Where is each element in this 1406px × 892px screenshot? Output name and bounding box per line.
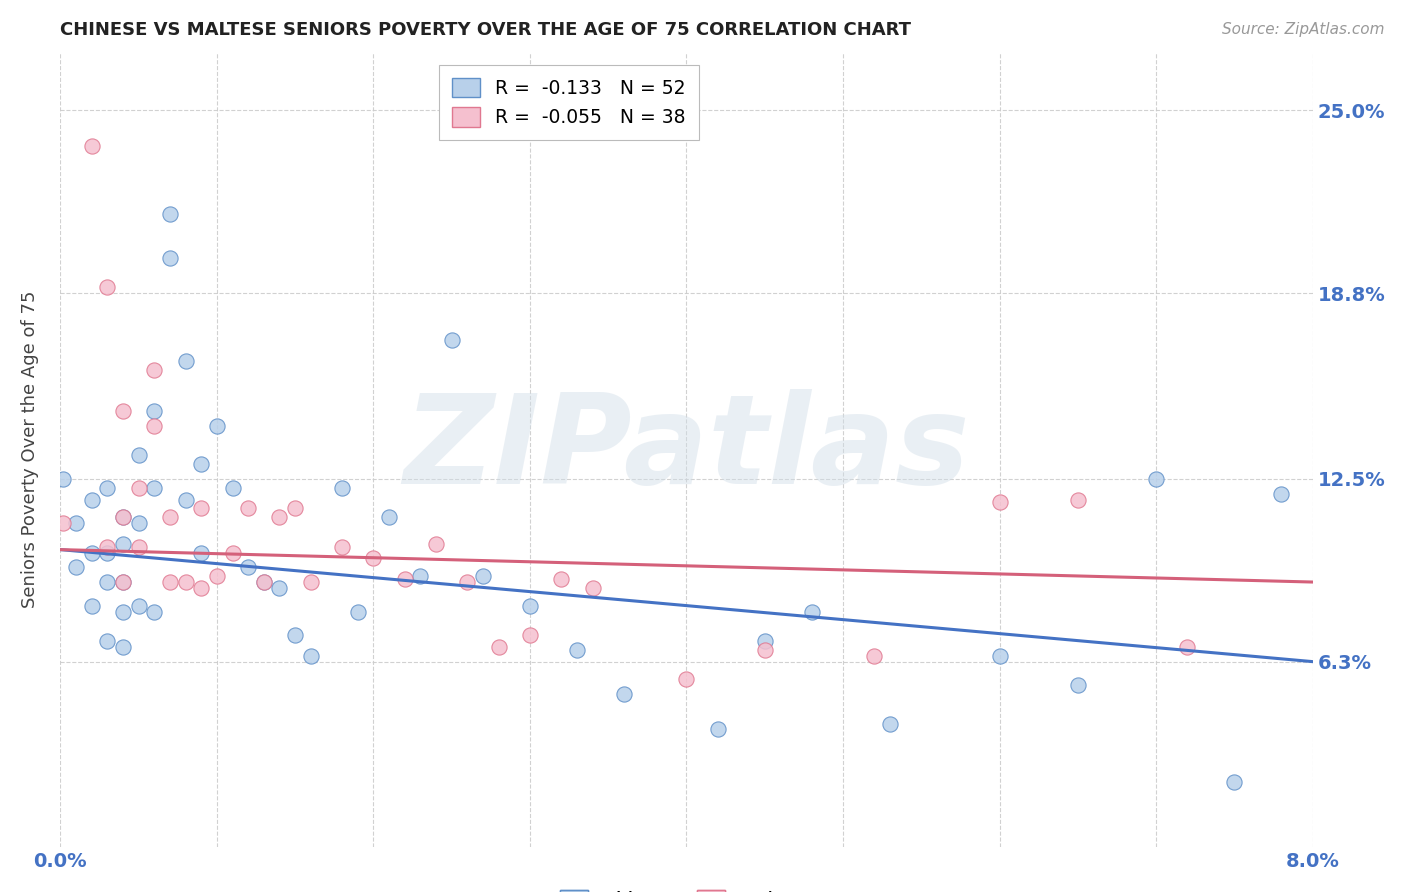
- Point: [111, 510, 134, 524]
- Point: [96, 575, 118, 590]
- Point: [253, 575, 276, 590]
- Point: [707, 723, 730, 737]
- Point: [550, 572, 572, 586]
- Point: [425, 537, 447, 551]
- Y-axis label: Seniors Poverty Over the Age of 75: Seniors Poverty Over the Age of 75: [21, 291, 39, 608]
- Point: [1175, 640, 1198, 654]
- Point: [269, 510, 291, 524]
- Point: [159, 251, 181, 265]
- Point: [238, 560, 260, 574]
- Point: [1067, 492, 1090, 507]
- Point: [472, 569, 495, 583]
- Point: [52, 516, 75, 530]
- Point: [269, 581, 291, 595]
- Point: [800, 605, 823, 619]
- Point: [128, 599, 150, 613]
- Text: CHINESE VS MALTESE SENIORS POVERTY OVER THE AGE OF 75 CORRELATION CHART: CHINESE VS MALTESE SENIORS POVERTY OVER …: [60, 21, 911, 39]
- Point: [111, 575, 134, 590]
- Point: [143, 363, 166, 377]
- Point: [363, 551, 385, 566]
- Point: [128, 481, 150, 495]
- Point: [128, 448, 150, 462]
- Point: [205, 569, 228, 583]
- Point: [190, 581, 212, 595]
- Point: [174, 575, 197, 590]
- Point: [299, 648, 322, 663]
- Point: [253, 575, 276, 590]
- Point: [238, 501, 260, 516]
- Point: [143, 481, 166, 495]
- Point: [519, 628, 541, 642]
- Point: [143, 418, 166, 433]
- Point: [754, 643, 776, 657]
- Text: Source: ZipAtlas.com: Source: ZipAtlas.com: [1222, 22, 1385, 37]
- Point: [96, 634, 118, 648]
- Point: [1223, 775, 1246, 789]
- Point: [111, 404, 134, 418]
- Point: [111, 640, 134, 654]
- Point: [879, 716, 901, 731]
- Point: [1144, 472, 1167, 486]
- Point: [174, 354, 197, 368]
- Point: [221, 481, 243, 495]
- Point: [111, 575, 134, 590]
- Point: [111, 510, 134, 524]
- Point: [221, 545, 243, 559]
- Point: [128, 540, 150, 554]
- Point: [111, 605, 134, 619]
- Point: [128, 516, 150, 530]
- Point: [96, 280, 118, 294]
- Point: [1067, 678, 1090, 692]
- Point: [174, 492, 197, 507]
- Point: [96, 540, 118, 554]
- Point: [143, 605, 166, 619]
- Point: [581, 581, 603, 595]
- Point: [80, 599, 103, 613]
- Point: [80, 492, 103, 507]
- Point: [111, 537, 134, 551]
- Point: [190, 545, 212, 559]
- Point: [159, 206, 181, 220]
- Point: [394, 572, 416, 586]
- Point: [378, 510, 401, 524]
- Point: [754, 634, 776, 648]
- Point: [65, 516, 87, 530]
- Point: [519, 599, 541, 613]
- Point: [863, 648, 886, 663]
- Point: [488, 640, 510, 654]
- Point: [299, 575, 322, 590]
- Point: [284, 628, 307, 642]
- Point: [80, 138, 103, 153]
- Point: [409, 569, 432, 583]
- Point: [80, 545, 103, 559]
- Point: [613, 687, 636, 701]
- Point: [330, 481, 353, 495]
- Point: [205, 418, 228, 433]
- Point: [96, 545, 118, 559]
- Point: [456, 575, 478, 590]
- Point: [565, 643, 588, 657]
- Point: [190, 457, 212, 471]
- Point: [143, 404, 166, 418]
- Point: [675, 673, 697, 687]
- Point: [159, 510, 181, 524]
- Point: [988, 495, 1011, 509]
- Point: [190, 501, 212, 516]
- Point: [988, 648, 1011, 663]
- Point: [346, 605, 368, 619]
- Point: [330, 540, 353, 554]
- Point: [159, 575, 181, 590]
- Point: [96, 481, 118, 495]
- Text: ZIPatlas: ZIPatlas: [404, 389, 970, 510]
- Legend: Chinese, Maltese: Chinese, Maltese: [553, 882, 820, 892]
- Point: [1270, 486, 1292, 500]
- Point: [284, 501, 307, 516]
- Point: [52, 472, 75, 486]
- Point: [65, 560, 87, 574]
- Point: [440, 334, 463, 348]
